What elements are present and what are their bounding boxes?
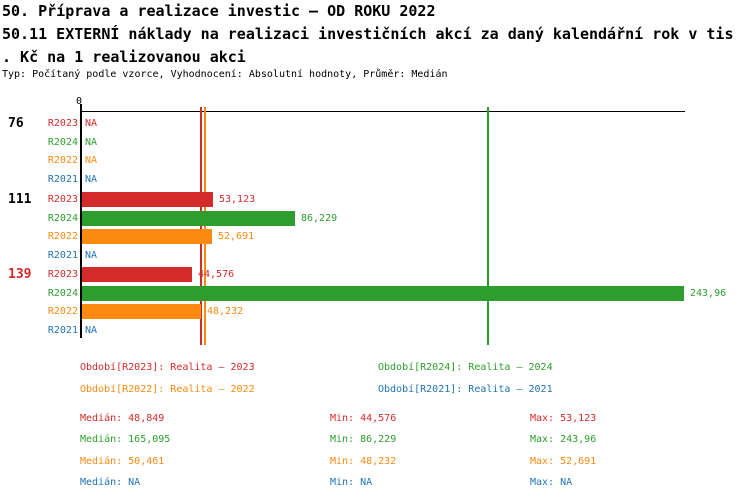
series-label-r2023: R2023 (47, 194, 78, 205)
report-title-line-2: 50.11 EXTERNÍ náklady na realizaci inves… (2, 25, 734, 43)
group-label-139: 139 (8, 267, 32, 282)
bar-value-label: 52,691 (218, 231, 255, 242)
na-value-label: NA (85, 118, 98, 129)
x-axis-line (81, 111, 685, 112)
na-value-label: NA (85, 174, 98, 185)
stat-min-r2021: Min: NA (330, 477, 373, 488)
series-label-r2022: R2022 (47, 231, 78, 242)
report-subtitle: Typ: Počítaný podle vzorce, Vyhodnocení:… (2, 69, 448, 80)
legend-item-r2021: Období[R2021]: Realita – 2021 (378, 384, 553, 395)
na-value-label: NA (85, 155, 98, 166)
x-axis-zero-label: 0 (75, 96, 83, 107)
series-label-r2022: R2022 (47, 155, 78, 166)
na-value-label: NA (85, 250, 98, 261)
bar-value-label: 86,229 (301, 213, 338, 224)
y-axis-line (80, 104, 82, 338)
bar-r2023-group-139 (82, 267, 192, 282)
series-label-r2023: R2023 (47, 269, 78, 280)
na-value-label: NA (85, 325, 98, 336)
bar-r2024-group-139 (82, 286, 684, 301)
series-label-r2021: R2021 (47, 250, 78, 261)
group-label-76: 76 (8, 116, 24, 131)
bar-r2022-group-139 (82, 304, 201, 319)
series-label-r2021: R2021 (47, 325, 78, 336)
bar-value-label: 44,576 (198, 269, 235, 280)
series-label-r2021: R2021 (47, 174, 78, 185)
stat-median-r2022: Medián: 50,461 (80, 456, 165, 467)
na-value-label: NA (85, 137, 98, 148)
legend-item-r2023: Období[R2023]: Realita – 2023 (80, 362, 255, 373)
stat-max-r2024: Max: 243,96 (530, 434, 597, 445)
median-line-r2024 (487, 107, 489, 345)
series-label-r2024: R2024 (47, 213, 78, 224)
median-line-r2022 (204, 107, 206, 345)
series-label-r2024: R2024 (47, 137, 78, 148)
median-line-r2023 (200, 107, 202, 345)
report-title-line-1: 50. Příprava a realizace investic – OD R… (2, 2, 436, 20)
series-label-r2022: R2022 (47, 306, 78, 317)
report-title-line-3: . Kč na 1 realizovanou akci (2, 48, 246, 66)
stat-max-r2021: Max: NA (530, 477, 573, 488)
group-label-111: 111 (8, 192, 32, 207)
stat-max-r2022: Max: 52,691 (530, 456, 597, 467)
stat-min-r2024: Min: 86,229 (330, 434, 397, 445)
bar-r2023-group-111 (82, 192, 213, 207)
stat-median-r2024: Medián: 165,095 (80, 434, 171, 445)
series-label-r2024: R2024 (47, 288, 78, 299)
bar-value-label: 48,232 (207, 306, 244, 317)
stat-min-r2023: Min: 44,576 (330, 413, 397, 424)
bar-value-label: 53,123 (219, 194, 256, 205)
stat-min-r2022: Min: 48,232 (330, 456, 397, 467)
bar-r2024-group-111 (82, 211, 295, 226)
bar-chart: 0 76 R2023 NA R2024 NA R2022 NA R2021 NA 111 R2023 5… (8, 96, 727, 345)
legend-item-r2022: Období[R2022]: Realita – 2022 (80, 384, 255, 395)
bar-r2022-group-111 (82, 229, 212, 244)
legend-item-r2024: Období[R2024]: Realita – 2024 (378, 362, 553, 373)
series-label-r2023: R2023 (47, 118, 78, 129)
bar-value-label: 243,96 (690, 288, 727, 299)
stat-median-r2021: Medián: NA (80, 477, 141, 488)
stat-median-r2023: Medián: 48,849 (80, 413, 165, 424)
stat-max-r2023: Max: 53,123 (530, 413, 597, 424)
